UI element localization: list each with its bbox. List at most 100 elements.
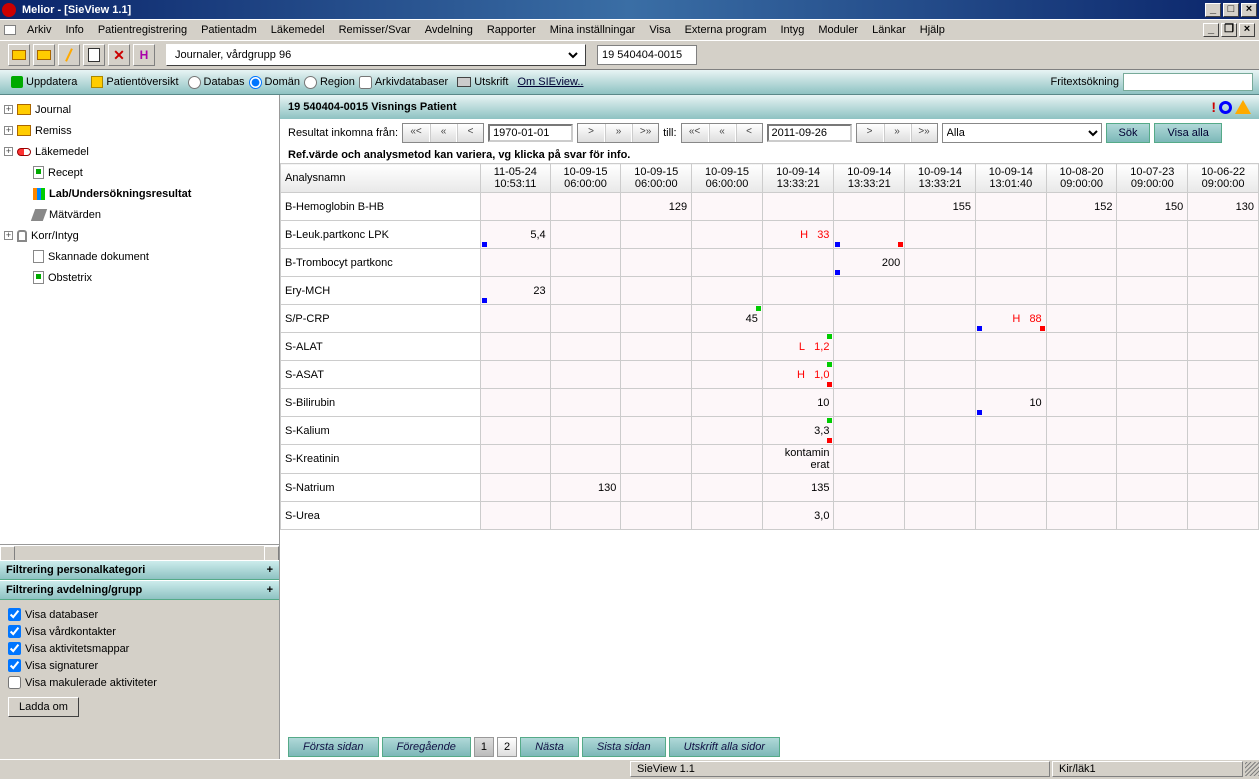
new-doc-button[interactable] xyxy=(83,44,105,66)
from-nav-fwd[interactable]: >»>» xyxy=(577,123,659,143)
table-row[interactable]: B-Trombocyt partkonc200 xyxy=(281,249,1259,277)
menu-visa[interactable]: Visa xyxy=(642,22,677,38)
page-2[interactable]: 2 xyxy=(497,737,517,757)
table-row[interactable]: Ery-MCH23 xyxy=(281,277,1259,305)
patient-id-box: 19 540404-0015 xyxy=(597,45,697,65)
table-row[interactable]: S-Kalium3,3 xyxy=(281,417,1259,445)
menu-remisser/svar[interactable]: Remisser/Svar xyxy=(332,22,418,38)
menu-patientregistrering[interactable]: Patientregistrering xyxy=(91,22,194,38)
alert-icon: ! xyxy=(1211,99,1216,115)
to-nav-back[interactable]: «<«< xyxy=(681,123,763,143)
to-date-input[interactable] xyxy=(767,124,852,142)
table-row[interactable]: B-Hemoglobin B-HB129155152150130 xyxy=(281,193,1259,221)
menu-hjälp[interactable]: Hjälp xyxy=(913,22,952,38)
patient-header: 19 540404-0015 Visnings Patient ! xyxy=(280,95,1259,119)
delete-button[interactable]: ✕ xyxy=(108,44,130,66)
arkiv-checkbox[interactable]: Arkivdatabaser xyxy=(359,76,448,89)
menu-läkemedel[interactable]: Läkemedel xyxy=(264,22,332,38)
table-row[interactable]: S-Kreatininkontaminerat xyxy=(281,445,1259,474)
table-row[interactable]: S-ASATH 1,0 xyxy=(281,361,1259,389)
table-row[interactable]: S/P-CRP45H 88 xyxy=(281,305,1259,333)
about-link[interactable]: Om SIEview.. xyxy=(517,76,583,88)
tree-item-skannade-dokument[interactable]: Skannade dokument xyxy=(0,246,279,267)
tree-h-scroll[interactable] xyxy=(0,545,279,560)
menu-rapporter[interactable]: Rapporter xyxy=(480,22,543,38)
status-bar: SieView 1.1 Kir/läk1 xyxy=(0,759,1259,777)
to-label: till: xyxy=(663,127,676,139)
edit-button[interactable] xyxy=(58,44,80,66)
lab-results-table: Analysnamn11-05-2410:53:1110-09-1506:00:… xyxy=(280,163,1259,530)
filter-opt-0[interactable]: Visa databaser xyxy=(8,606,271,623)
tree-item-korr-intyg[interactable]: +Korr/Intyg xyxy=(0,225,279,246)
filter-opt-2[interactable]: Visa aktivitetsmappar xyxy=(8,640,271,657)
mdi-restore-button[interactable]: ❐ xyxy=(1221,23,1237,37)
tree-item-journal[interactable]: +Journal xyxy=(0,99,279,120)
menu-intyg[interactable]: Intyg xyxy=(774,22,812,38)
mdi-icon xyxy=(4,25,16,35)
print-button[interactable]: Utskrift xyxy=(452,74,513,90)
from-date-input[interactable] xyxy=(488,124,573,142)
next-page-button[interactable]: Nästa xyxy=(520,737,579,757)
databas-radio[interactable]: Databas xyxy=(188,76,245,89)
table-row[interactable]: S-Urea3,0 xyxy=(281,502,1259,530)
table-row[interactable]: S-Bilirubin1010 xyxy=(281,389,1259,417)
menu-avdelning[interactable]: Avdelning xyxy=(418,22,480,38)
pager: Första sidan Föregående 1 2 Nästa Sista … xyxy=(280,735,1259,759)
freetext-search-input[interactable] xyxy=(1123,73,1253,91)
maximize-button[interactable]: □ xyxy=(1223,3,1239,17)
journal-selector[interactable]: Journaler, vårdgrupp 96 xyxy=(166,44,586,66)
menu-länkar[interactable]: Länkar xyxy=(865,22,913,38)
menu-mina inställningar[interactable]: Mina inställningar xyxy=(543,22,643,38)
from-label: Resultat inkomna från: xyxy=(288,127,398,139)
table-row[interactable]: S-Natrium130135 xyxy=(281,474,1259,502)
toolbar: ✕ H Journaler, vårdgrupp 96 19 540404-00… xyxy=(0,40,1259,70)
h-button[interactable]: H xyxy=(133,44,155,66)
menu-arkiv[interactable]: Arkiv xyxy=(20,22,58,38)
show-all-button[interactable]: Visa alla xyxy=(1154,123,1221,143)
tree-item-recept[interactable]: Recept xyxy=(0,162,279,183)
from-nav-back[interactable]: «<«< xyxy=(402,123,484,143)
tree-item-lab-unders-kningsresultat[interactable]: Lab/Undersökningsresultat xyxy=(0,183,279,204)
filter-select[interactable]: Alla xyxy=(942,123,1102,143)
filter-opt-3[interactable]: Visa signaturer xyxy=(8,657,271,674)
tree-item-obstetrix[interactable]: Obstetrix xyxy=(0,267,279,288)
print-all-pages-button[interactable]: Utskrift alla sidor xyxy=(669,737,780,757)
mdi-minimize-button[interactable]: _ xyxy=(1203,23,1219,37)
menu-moduler[interactable]: Moduler xyxy=(811,22,865,38)
menu-bar: ArkivInfoPatientregistreringPatientadmLä… xyxy=(0,19,1259,40)
sidebar: +Journal+Remiss+LäkemedelReceptLab/Under… xyxy=(0,95,280,759)
menu-info[interactable]: Info xyxy=(58,22,90,38)
minimize-button[interactable]: _ xyxy=(1205,3,1221,17)
filter-opt-1[interactable]: Visa vårdkontakter xyxy=(8,623,271,640)
first-page-button[interactable]: Första sidan xyxy=(288,737,379,757)
doman-radio[interactable]: Domän xyxy=(249,76,300,89)
table-row[interactable]: S-ALATL 1,2 xyxy=(281,333,1259,361)
menu-patientadm[interactable]: Patientadm xyxy=(194,22,264,38)
tree-item-m-tv-rden[interactable]: Mätvärden xyxy=(0,204,279,225)
region-radio[interactable]: Region xyxy=(304,76,355,89)
filter-opt-4[interactable]: Visa makulerade aktiviteter xyxy=(8,674,271,691)
app-icon xyxy=(2,3,16,17)
last-page-button[interactable]: Sista sidan xyxy=(582,737,666,757)
status-unit: Kir/läk1 xyxy=(1052,761,1243,777)
close-button[interactable]: × xyxy=(1241,3,1257,17)
to-nav-fwd[interactable]: >»>» xyxy=(856,123,938,143)
menu-externa program[interactable]: Externa program xyxy=(678,22,774,38)
filter-department-header[interactable]: Filtrering avdelning/grupp+ xyxy=(0,580,279,600)
patient-overview-button[interactable]: Patientöversikt xyxy=(86,74,183,90)
mdi-close-button[interactable]: × xyxy=(1239,23,1255,37)
content-area: 19 540404-0015 Visnings Patient ! Result… xyxy=(280,95,1259,759)
page-1[interactable]: 1 xyxy=(474,737,494,757)
info-icon xyxy=(1219,101,1232,114)
refresh-button[interactable]: Uppdatera xyxy=(6,74,82,90)
tree-item-remiss[interactable]: +Remiss xyxy=(0,120,279,141)
prev-page-button[interactable]: Föregående xyxy=(382,737,471,757)
reload-button[interactable]: Ladda om xyxy=(8,697,79,717)
filter-personnel-header[interactable]: Filtrering personalkategori+ xyxy=(0,560,279,580)
resize-grip[interactable] xyxy=(1245,762,1259,776)
search-button[interactable]: Sök xyxy=(1106,123,1151,143)
open-folder-button[interactable] xyxy=(8,44,30,66)
tree-item-l-kemedel[interactable]: +Läkemedel xyxy=(0,141,279,162)
open-folder-2-button[interactable] xyxy=(33,44,55,66)
table-row[interactable]: B-Leuk.partkonc LPK5,4H 33 xyxy=(281,221,1259,249)
